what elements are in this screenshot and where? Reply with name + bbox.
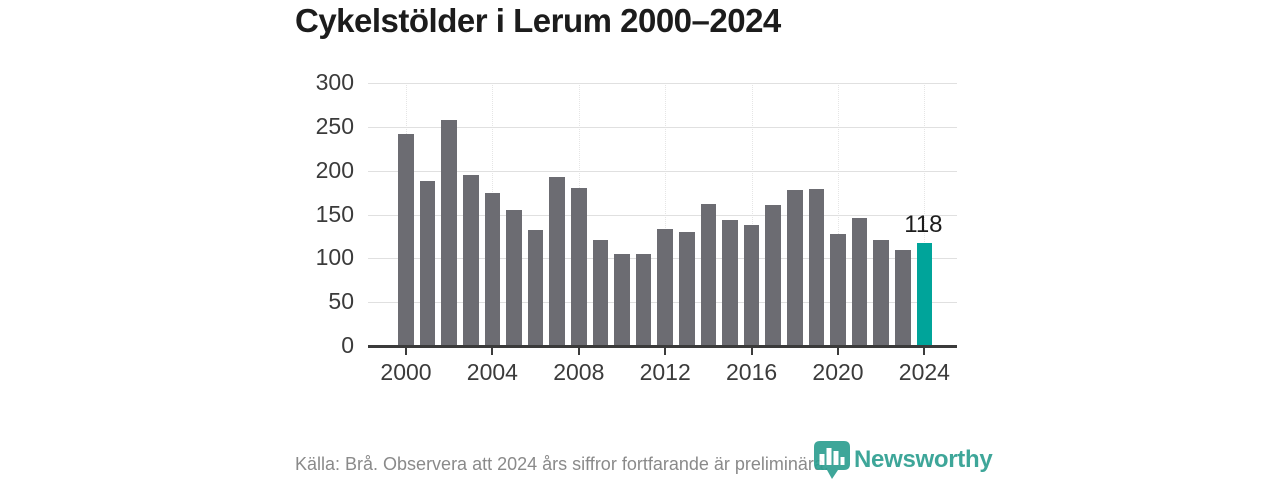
bar-2015	[722, 219, 738, 346]
x-axis-tick-label: 2008	[553, 359, 605, 385]
bar-2013	[679, 232, 695, 346]
bar-2017	[765, 204, 781, 346]
bar-2001	[419, 181, 436, 346]
bar-2009	[592, 239, 609, 346]
gridline-200	[368, 170, 957, 172]
bar-2012	[657, 228, 673, 346]
y-axis-tick-label: 150	[315, 200, 354, 227]
gridline-250	[368, 126, 957, 128]
bar-2006	[527, 230, 544, 346]
gridline-300	[368, 83, 957, 84]
bar-2023	[895, 250, 911, 346]
y-axis-tick-label: 100	[315, 244, 354, 271]
bar-2014	[700, 203, 717, 346]
source-note: Källa: Brå. Observera att 2024 års siffr…	[295, 454, 829, 474]
y-axis-tick-label: 0	[341, 332, 354, 358]
bar-2018	[787, 189, 803, 346]
x-axis-tick	[923, 348, 926, 355]
bar-2024	[916, 242, 933, 346]
x-axis-tick-label: 2000	[380, 359, 432, 385]
bar-2005	[506, 210, 522, 346]
x-axis-tick	[577, 348, 580, 355]
bar-2010	[614, 253, 630, 346]
bar-2004	[484, 192, 501, 346]
newsworthy-logo: Newsworthy	[814, 441, 993, 479]
x-axis-tick	[491, 348, 494, 355]
y-axis-tick-label: 300	[315, 69, 354, 95]
x-axis-tick-label: 2024	[898, 359, 950, 385]
x-axis-tick	[405, 348, 407, 355]
bar-2002	[441, 119, 457, 346]
bar-2007	[549, 176, 565, 346]
bar-2003	[463, 175, 479, 346]
x-axis-tick	[837, 348, 839, 355]
bar-2020	[830, 233, 846, 346]
x-axis-tick-label: 2012	[639, 359, 691, 385]
x-axis-tick	[664, 348, 667, 355]
bar-2011	[635, 253, 652, 346]
y-axis-tick-label: 50	[328, 288, 354, 315]
x-axis-tick-label: 2020	[812, 359, 864, 385]
y-axis-tick-label: 200	[315, 156, 354, 183]
x-axis-tick-label: 2016	[726, 359, 778, 385]
x-axis-line	[368, 345, 957, 348]
bar-2000	[398, 133, 414, 346]
y-axis-tick-label: 250	[315, 112, 354, 139]
bar-2022	[873, 239, 889, 346]
bar-2016	[743, 225, 760, 346]
x-axis-tick	[750, 348, 753, 355]
brand-name: Newsworthy	[854, 446, 993, 473]
bar-2019	[808, 189, 825, 346]
x-axis-tick-label: 2004	[466, 359, 518, 385]
newsworthy-logo-icon	[814, 441, 850, 479]
gridline-150	[368, 214, 957, 216]
highlight-value-label: 118	[904, 210, 943, 238]
bar-2008	[571, 188, 587, 346]
chart-title: Cykelstölder i Lerum 2000–2024	[295, 2, 781, 39]
bar-2021	[851, 218, 868, 346]
